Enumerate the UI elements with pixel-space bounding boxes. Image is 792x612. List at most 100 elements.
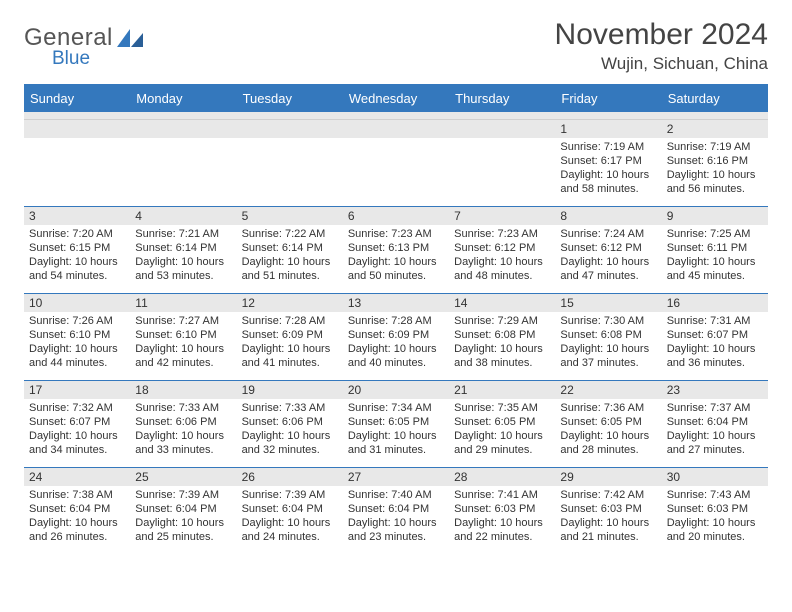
day-cell: 25Sunrise: 7:39 AMSunset: 6:04 PMDayligh… <box>130 468 236 554</box>
day-d2: and 48 minutes. <box>454 269 550 283</box>
day-sr: Sunrise: 7:33 AM <box>242 401 338 415</box>
day-d1: Daylight: 10 hours <box>667 516 763 530</box>
day-d1: Daylight: 10 hours <box>242 342 338 356</box>
day-cell: 16Sunrise: 7:31 AMSunset: 6:07 PMDayligh… <box>662 294 768 380</box>
day-ss: Sunset: 6:05 PM <box>560 415 656 429</box>
day-cell: 5 Sunrise: 7:22 AMSunset: 6:14 PMDaylight… <box>237 207 343 293</box>
day-ss: Sunset: 6:09 PM <box>242 328 338 342</box>
day-number: 20 <box>343 381 449 399</box>
day-d2: and 24 minutes. <box>242 530 338 544</box>
day-cell: 27Sunrise: 7:40 AMSunset: 6:04 PMDayligh… <box>343 468 449 554</box>
day-sr: Sunrise: 7:24 AM <box>560 227 656 241</box>
day-ss: Sunset: 6:03 PM <box>667 502 763 516</box>
day-d1: Daylight: 10 hours <box>135 516 231 530</box>
day-number: 4 <box>130 207 236 225</box>
day-d2: and 58 minutes. <box>560 182 656 196</box>
day-d2: and 54 minutes. <box>29 269 125 283</box>
day-sr: Sunrise: 7:35 AM <box>454 401 550 415</box>
day-sr: Sunrise: 7:39 AM <box>242 488 338 502</box>
weekday-row: Sunday Monday Tuesday Wednesday Thursday… <box>24 86 768 112</box>
day-cell: 11Sunrise: 7:27 AMSunset: 6:10 PMDayligh… <box>130 294 236 380</box>
day-sr: Sunrise: 7:23 AM <box>454 227 550 241</box>
day-details: Sunrise: 7:26 AMSunset: 6:10 PMDaylight:… <box>29 314 125 370</box>
day-number <box>343 120 449 138</box>
location: Wujin, Sichuan, China <box>555 54 768 74</box>
day-sr: Sunrise: 7:23 AM <box>348 227 444 241</box>
day-details: Sunrise: 7:41 AMSunset: 6:03 PMDaylight:… <box>454 488 550 544</box>
day-cell <box>449 120 555 206</box>
day-d1: Daylight: 10 hours <box>242 255 338 269</box>
day-number: 11 <box>130 294 236 312</box>
day-details: Sunrise: 7:40 AMSunset: 6:04 PMDaylight:… <box>348 488 444 544</box>
day-d2: and 47 minutes. <box>560 269 656 283</box>
day-d1: Daylight: 10 hours <box>667 429 763 443</box>
day-details: Sunrise: 7:32 AMSunset: 6:07 PMDaylight:… <box>29 401 125 457</box>
day-d1: Daylight: 10 hours <box>560 342 656 356</box>
day-d2: and 40 minutes. <box>348 356 444 370</box>
day-number: 7 <box>449 207 555 225</box>
day-sr: Sunrise: 7:26 AM <box>29 314 125 328</box>
weekday-sun: Sunday <box>24 86 130 112</box>
day-d1: Daylight: 10 hours <box>29 342 125 356</box>
day-d2: and 38 minutes. <box>454 356 550 370</box>
day-d2: and 53 minutes. <box>135 269 231 283</box>
day-details: Sunrise: 7:19 AMSunset: 6:17 PMDaylight:… <box>560 140 656 196</box>
day-number: 22 <box>555 381 661 399</box>
day-cell: 18Sunrise: 7:33 AMSunset: 6:06 PMDayligh… <box>130 381 236 467</box>
day-cell: 23Sunrise: 7:37 AMSunset: 6:04 PMDayligh… <box>662 381 768 467</box>
day-d1: Daylight: 10 hours <box>348 429 444 443</box>
day-ss: Sunset: 6:10 PM <box>29 328 125 342</box>
day-ss: Sunset: 6:14 PM <box>135 241 231 255</box>
day-number <box>130 120 236 138</box>
day-d1: Daylight: 10 hours <box>29 429 125 443</box>
day-cell: 9Sunrise: 7:25 AMSunset: 6:11 PMDaylight… <box>662 207 768 293</box>
day-number <box>24 120 130 138</box>
weekday-mon: Monday <box>130 86 236 112</box>
day-cell <box>237 120 343 206</box>
day-ss: Sunset: 6:07 PM <box>29 415 125 429</box>
day-sr: Sunrise: 7:30 AM <box>560 314 656 328</box>
day-cell: 4 Sunrise: 7:21 AMSunset: 6:14 PMDaylight… <box>130 207 236 293</box>
day-d2: and 33 minutes. <box>135 443 231 457</box>
day-d1: Daylight: 10 hours <box>135 342 231 356</box>
day-cell: 26Sunrise: 7:39 AMSunset: 6:04 PMDayligh… <box>237 468 343 554</box>
day-cell: 10Sunrise: 7:26 AMSunset: 6:10 PMDayligh… <box>24 294 130 380</box>
day-cell: 12Sunrise: 7:28 AMSunset: 6:09 PMDayligh… <box>237 294 343 380</box>
day-d1: Daylight: 10 hours <box>29 255 125 269</box>
day-d2: and 34 minutes. <box>29 443 125 457</box>
day-cell: 20Sunrise: 7:34 AMSunset: 6:05 PMDayligh… <box>343 381 449 467</box>
day-details: Sunrise: 7:42 AMSunset: 6:03 PMDaylight:… <box>560 488 656 544</box>
day-number: 12 <box>237 294 343 312</box>
day-number: 13 <box>343 294 449 312</box>
day-cell: 21Sunrise: 7:35 AMSunset: 6:05 PMDayligh… <box>449 381 555 467</box>
day-number: 28 <box>449 468 555 486</box>
day-d2: and 28 minutes. <box>560 443 656 457</box>
week-row: 1Sunrise: 7:19 AMSunset: 6:17 PMDaylight… <box>24 120 768 206</box>
day-details: Sunrise: 7:36 AMSunset: 6:05 PMDaylight:… <box>560 401 656 457</box>
day-cell: 6Sunrise: 7:23 AMSunset: 6:13 PMDaylight… <box>343 207 449 293</box>
day-d2: and 51 minutes. <box>242 269 338 283</box>
day-d1: Daylight: 10 hours <box>135 255 231 269</box>
day-details: Sunrise: 7:30 AMSunset: 6:08 PMDaylight:… <box>560 314 656 370</box>
day-number: 18 <box>130 381 236 399</box>
day-cell: 15Sunrise: 7:30 AMSunset: 6:08 PMDayligh… <box>555 294 661 380</box>
logo: General Blue <box>24 18 143 70</box>
day-number: 5 <box>237 207 343 225</box>
day-d1: Daylight: 10 hours <box>560 516 656 530</box>
day-number: 26 <box>237 468 343 486</box>
day-details: Sunrise: 7:24 AMSunset: 6:12 PMDaylight:… <box>560 227 656 283</box>
day-details: Sunrise: 7:28 AMSunset: 6:09 PMDaylight:… <box>348 314 444 370</box>
day-details: Sunrise: 7:31 AMSunset: 6:07 PMDaylight:… <box>667 314 763 370</box>
day-sr: Sunrise: 7:33 AM <box>135 401 231 415</box>
day-d1: Daylight: 10 hours <box>667 255 763 269</box>
day-ss: Sunset: 6:04 PM <box>29 502 125 516</box>
day-details: Sunrise: 7:22 AMSunset: 6:14 PMDaylight:… <box>242 227 338 283</box>
day-ss: Sunset: 6:05 PM <box>348 415 444 429</box>
day-ss: Sunset: 6:10 PM <box>135 328 231 342</box>
day-number: 3 <box>24 207 130 225</box>
calendar-page: General Blue November 2024 Wujin, Sichua… <box>0 0 792 612</box>
day-number: 29 <box>555 468 661 486</box>
day-cell: 1Sunrise: 7:19 AMSunset: 6:17 PMDaylight… <box>555 120 661 206</box>
day-details: Sunrise: 7:21 AMSunset: 6:14 PMDaylight:… <box>135 227 231 283</box>
day-ss: Sunset: 6:04 PM <box>135 502 231 516</box>
